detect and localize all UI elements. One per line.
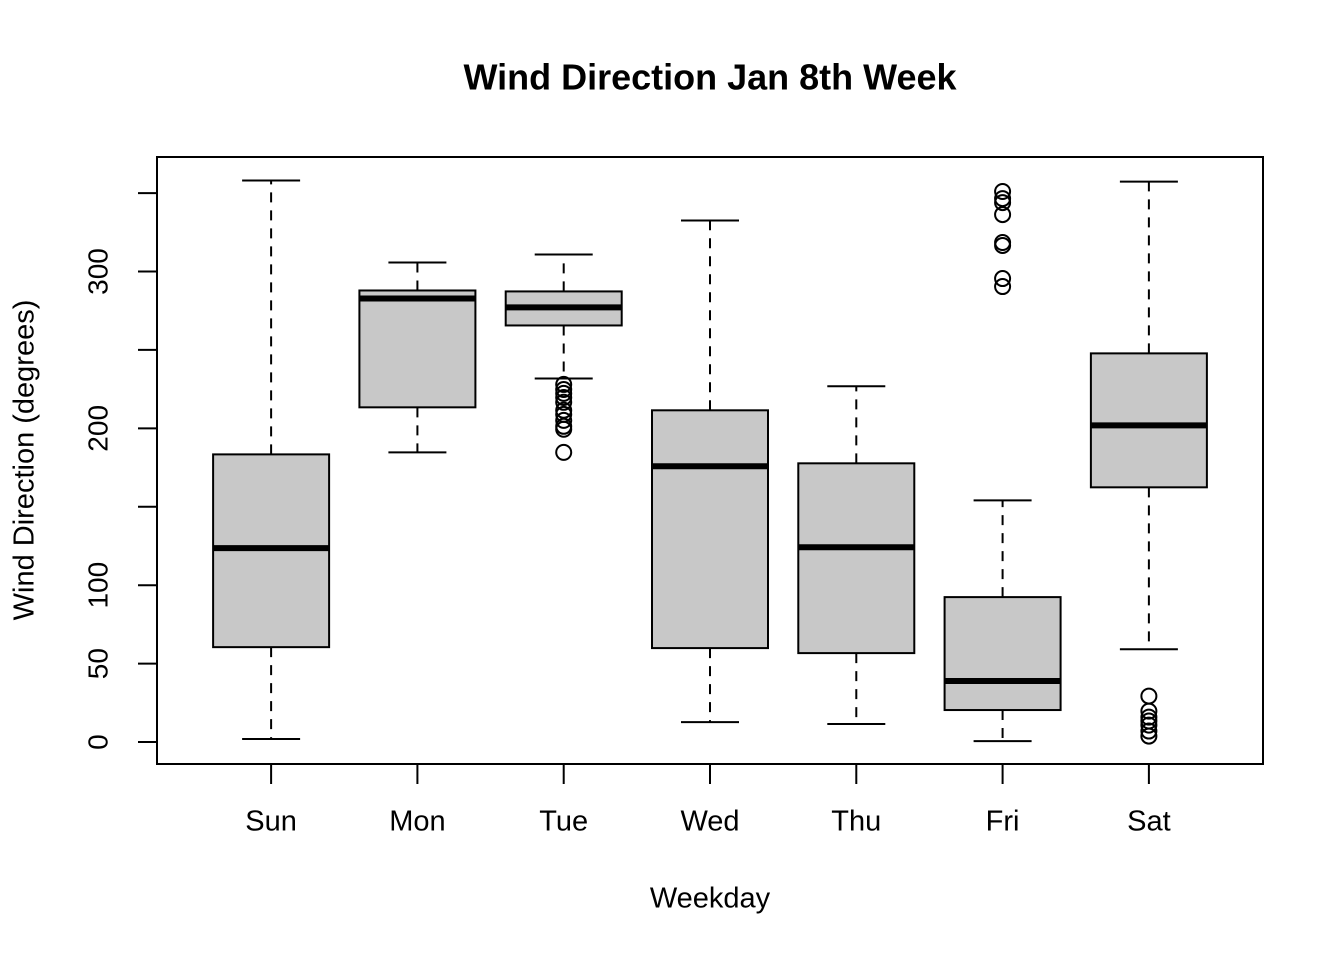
x-tick-label: Mon: [389, 806, 445, 838]
box: [358, 289, 477, 409]
x-axis-label: Weekday: [650, 883, 771, 915]
y-tick-label: 100: [82, 562, 113, 609]
outlier: [1140, 727, 1158, 745]
outlier: [555, 443, 573, 461]
outlier: [994, 194, 1012, 212]
x-tick-label: Wed: [680, 806, 739, 838]
outlier: [994, 278, 1012, 296]
outlier: [555, 384, 573, 402]
outlier: [1140, 687, 1158, 705]
y-axis-label: Wind Direction (degrees): [9, 300, 41, 621]
outlier: [555, 411, 573, 429]
box: [651, 409, 769, 650]
x-tick-label: Sat: [1127, 806, 1171, 838]
y-tick-label: 200: [82, 405, 113, 452]
x-tick-label: Fri: [986, 806, 1020, 838]
outlier: [555, 420, 573, 438]
outlier: [994, 236, 1012, 254]
outlier: [555, 388, 573, 406]
box: [797, 462, 916, 655]
outlier: [1140, 722, 1158, 740]
outlier: [1140, 716, 1158, 734]
outlier: [994, 206, 1012, 224]
y-tick-label: 0: [82, 734, 113, 750]
outlier: [994, 183, 1012, 201]
x-tick-label: Tue: [539, 806, 588, 838]
x-tick-label: Sun: [245, 806, 297, 838]
outlier: [555, 375, 573, 393]
y-tick-label: 50: [82, 648, 113, 679]
box: [943, 596, 1062, 712]
outlier: [555, 393, 573, 411]
y-tick-label: 300: [82, 248, 113, 295]
chart-title: Wind Direction Jan 8th Week: [463, 57, 957, 98]
outlier: [1140, 702, 1158, 720]
x-tick-label: Thu: [831, 806, 881, 838]
outlier: [994, 270, 1012, 288]
box: [1089, 352, 1208, 489]
